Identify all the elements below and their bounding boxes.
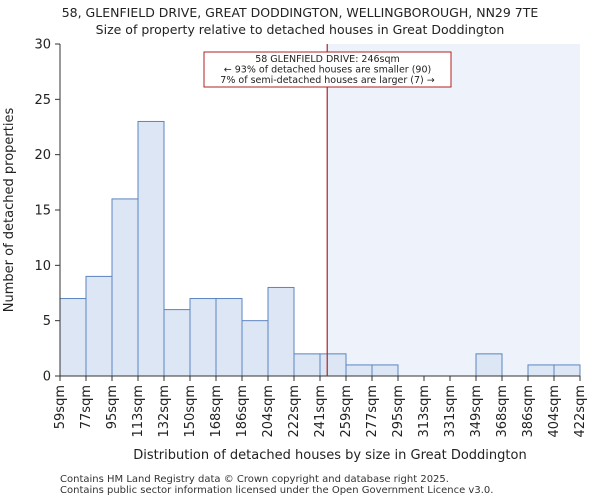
chart-subtitle: Size of property relative to detached ho… (95, 22, 505, 37)
x-tick-label: 295sqm (391, 385, 406, 438)
x-tick-label: 150sqm (183, 385, 198, 438)
x-tick-label: 59sqm (53, 385, 68, 429)
x-tick-label: 422sqm (573, 385, 588, 438)
footer-line-1: Contains HM Land Registry data © Crown c… (60, 474, 449, 485)
bar (319, 353, 347, 377)
marker-annotation-box (203, 51, 452, 88)
x-axis-label: Distribution of detached houses by size … (133, 448, 526, 463)
y-tick-label: 5 (43, 314, 51, 329)
highlight-region (327, 44, 580, 376)
footer-line-2: Contains public sector information licen… (60, 485, 494, 496)
marker-annotation-line-3: 7% of semi-detached houses are larger (7… (220, 75, 434, 86)
y-tick-label: 15 (34, 204, 51, 219)
x-tick-label: 241sqm (313, 385, 328, 438)
marker-annotation-line-1: 58 GLENFIELD DRIVE: 246sqm (255, 54, 400, 65)
x-tick-label: 132sqm (157, 385, 172, 438)
bar (163, 309, 191, 377)
y-tick-label: 25 (34, 93, 51, 108)
bar (293, 353, 321, 377)
bar (241, 320, 269, 377)
x-tick-label: 368sqm (495, 385, 510, 438)
bar (475, 353, 503, 377)
bar (215, 298, 243, 377)
footer: Contains HM Land Registry data © Crown c… (60, 474, 493, 496)
chart-title-block: 58, GLENFIELD DRIVE, GREAT DODDINGTON, W… (0, 4, 600, 38)
bar (111, 198, 139, 377)
bar (553, 364, 581, 377)
bar (59, 298, 87, 377)
x-tick-label: 186sqm (235, 385, 250, 438)
x-tick-label: 95sqm (105, 385, 120, 429)
x-tick-label: 113sqm (131, 385, 146, 438)
bar (527, 364, 555, 377)
x-tick-label: 349sqm (469, 385, 484, 438)
x-tick-label: 313sqm (417, 385, 432, 438)
x-tick-label: 386sqm (521, 385, 536, 438)
bar (137, 120, 165, 377)
x-tick-label: 259sqm (339, 385, 354, 438)
x-tick-label: 404sqm (547, 385, 562, 438)
bar (189, 298, 217, 377)
y-axis-label: Number of detached properties (2, 108, 17, 313)
y-tick-label: 20 (34, 148, 51, 163)
x-tick-label: 277sqm (365, 385, 380, 438)
chart-title: 58, GLENFIELD DRIVE, GREAT DODDINGTON, W… (61, 5, 539, 20)
x-tick-label: 222sqm (287, 385, 302, 438)
bar-chart: 0 5 10 15 20 25 30 59sqm 77sqm 95sqm 113sqm 132sqm 1… (2, 38, 588, 464)
bar (371, 364, 399, 377)
marker-annotation-line-2: ← 93% of detached houses are smaller (90… (224, 65, 431, 76)
y-tick-label: 10 (34, 259, 51, 274)
x-tick-label: 77sqm (79, 385, 94, 429)
x-tick-label: 204sqm (261, 385, 276, 438)
bar (85, 275, 113, 377)
y-tick-label: 30 (34, 38, 51, 53)
bar (345, 364, 373, 377)
bar (267, 286, 295, 377)
y-tick-label: 0 (43, 370, 51, 385)
x-tick-label: 168sqm (209, 385, 224, 438)
x-tick-label: 331sqm (443, 385, 458, 438)
